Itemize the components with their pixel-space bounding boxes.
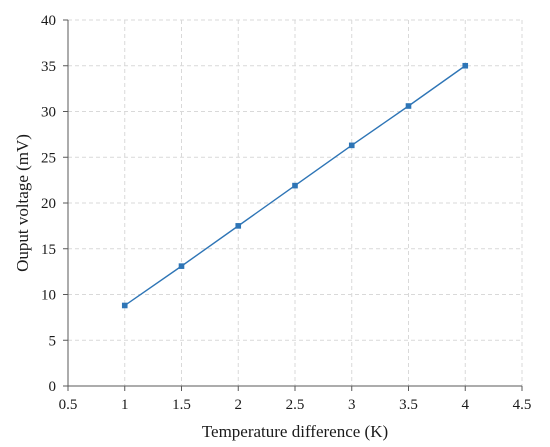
y-tick-label: 40 [41, 13, 56, 29]
data-point-marker [292, 182, 298, 189]
x-tick-label: 2 [235, 397, 243, 413]
data-point-marker [462, 62, 469, 69]
y-tick-label: 25 [41, 150, 56, 166]
y-tick-label: 30 [41, 105, 56, 121]
x-tick-label: 4.5 [513, 397, 532, 413]
series-group [121, 62, 469, 309]
x-tick-label: 1 [121, 397, 129, 413]
data-point-marker [405, 103, 412, 109]
x-tick-label: 1.5 [172, 397, 191, 413]
x-tick-label: 3 [348, 397, 356, 413]
data-point-marker [235, 223, 242, 229]
x-tick-label: 4 [462, 397, 470, 413]
y-axis-ticks: 0 5 10 15 20 25 30 35 40 [41, 13, 68, 395]
x-tick-label: 2.5 [286, 397, 305, 413]
y-tick-label: 10 [41, 288, 56, 304]
data-point-marker [178, 263, 185, 269]
x-axis-label: Temperature difference (K) [202, 422, 388, 441]
y-tick-label: 35 [41, 59, 56, 75]
y-tick-label: 20 [41, 196, 56, 212]
x-tick-label: 3.5 [399, 397, 418, 413]
gridlines [68, 19, 523, 386]
y-tick-label: 5 [49, 333, 57, 349]
x-axis-ticks: 0.5 1 1.5 2 2.5 3 3.5 4 4.5 [59, 386, 532, 413]
x-tick-label: 0.5 [59, 397, 78, 413]
data-point-marker [348, 142, 355, 149]
data-point-marker [121, 302, 128, 309]
y-axis-label: Ouput voltage (mV) [13, 134, 32, 272]
y-tick-label: 0 [49, 379, 57, 395]
y-tick-label: 15 [41, 242, 56, 258]
